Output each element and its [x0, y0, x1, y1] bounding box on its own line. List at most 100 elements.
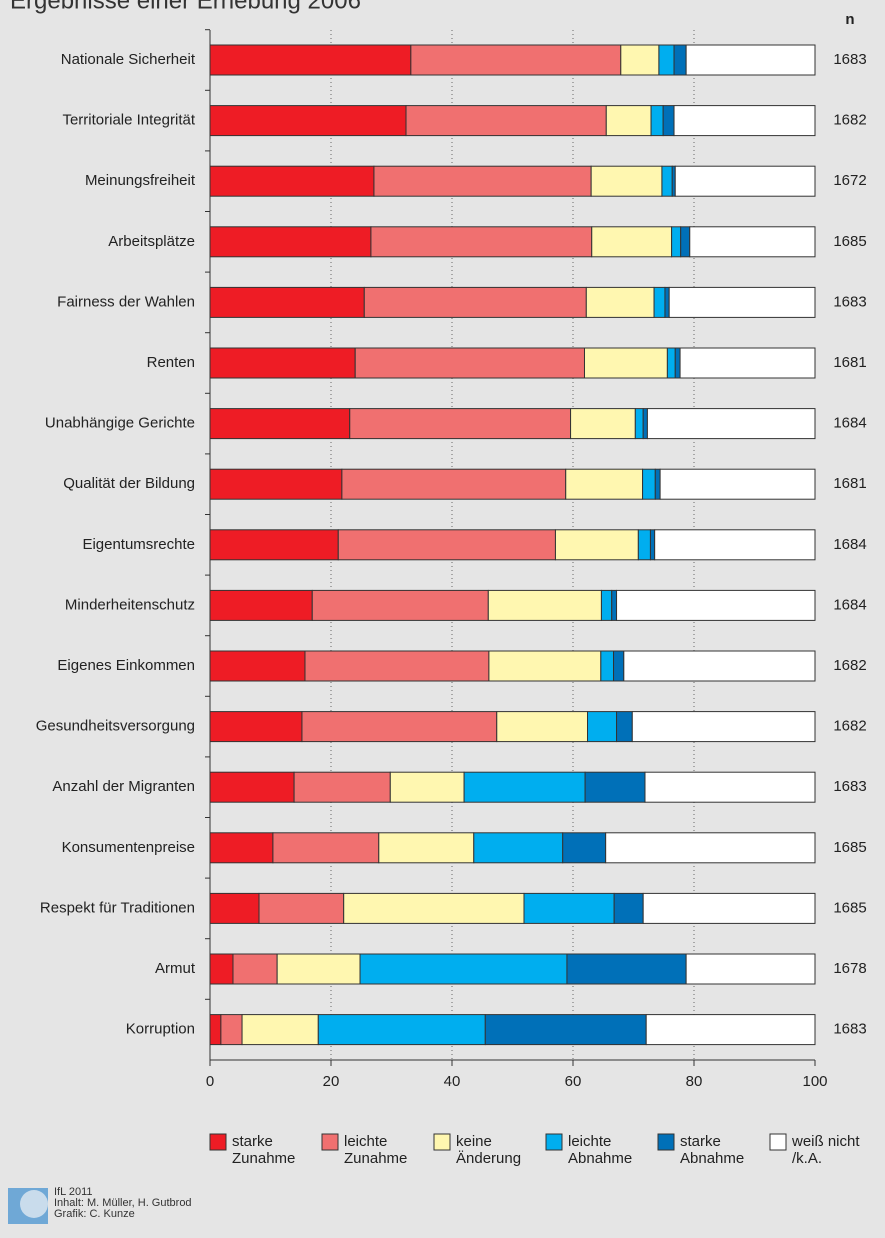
bar-segment	[685, 953, 816, 985]
bar-segment	[209, 44, 412, 76]
logo	[8, 1188, 48, 1224]
bar-segment	[373, 165, 592, 197]
bar-segment	[653, 286, 666, 318]
bar-segment	[637, 529, 651, 561]
n-label: 1672	[833, 172, 866, 189]
bar-segment	[562, 832, 607, 864]
legend-label: weiß nicht /k.A.	[792, 1133, 860, 1167]
bar-segment	[645, 1014, 816, 1046]
bar-segment	[554, 529, 639, 561]
y-tick-label: Armut	[155, 960, 196, 977]
bar-segment	[646, 408, 816, 440]
bar-segment	[664, 286, 670, 318]
y-tick-label: Minderheitenschutz	[65, 596, 195, 613]
bar-segment	[209, 1014, 222, 1046]
bar-segment	[359, 953, 568, 985]
bar-segment	[232, 953, 278, 985]
n-label: 1682	[833, 112, 866, 129]
bar-segment	[209, 832, 274, 864]
n-label: 1685	[833, 899, 866, 916]
bar-segment	[566, 953, 687, 985]
bar-segment	[600, 589, 613, 621]
n-label: 1684	[833, 596, 866, 613]
bar-segment	[220, 1014, 243, 1046]
bar-segment	[317, 1014, 486, 1046]
credit: Inhalt: M. Müller, H. Gutbrod	[54, 1197, 192, 1209]
legend-label: leichte Zunahme	[344, 1133, 408, 1167]
bar-segment	[585, 286, 655, 318]
bar-segment	[584, 771, 646, 803]
bar-segment	[689, 226, 816, 258]
bar-segment	[209, 650, 306, 682]
bar-segment	[583, 347, 668, 379]
bar-segment	[600, 650, 615, 682]
bar-segment	[685, 44, 816, 76]
n-label: 1685	[833, 233, 866, 250]
bar-segment	[473, 832, 564, 864]
bar-segment	[659, 468, 816, 500]
bar-segment	[674, 165, 816, 197]
bar-segment	[311, 589, 489, 621]
bar-segment	[674, 347, 681, 379]
bar-segment	[209, 589, 313, 621]
y-tick-label: Nationale Sicherheit	[61, 51, 196, 68]
bar-segment	[613, 650, 625, 682]
bar-segment	[631, 711, 816, 743]
bar-segment	[209, 892, 260, 924]
n-label: 1683	[833, 1021, 866, 1038]
legend-label: starke Abnahme	[680, 1133, 745, 1167]
y-tick-label: Fairness der Wahlen	[57, 293, 195, 310]
n-label: 1683	[833, 51, 866, 68]
bar-segment	[616, 711, 633, 743]
bar-segment	[209, 226, 372, 258]
y-tick-label: Anzahl der Migranten	[52, 778, 195, 795]
bar-segment	[654, 468, 661, 500]
legend-swatch	[657, 1133, 675, 1151]
x-tick-label: 40	[444, 1073, 461, 1090]
bar-segment	[605, 832, 816, 864]
n-label: 1685	[833, 839, 866, 856]
chart-title: Ergebnisse einer Erhebung 2006	[10, 0, 361, 14]
bar-segment	[209, 529, 339, 561]
legend-swatch	[209, 1133, 227, 1151]
bar-segment	[343, 892, 525, 924]
bar-segment	[590, 165, 663, 197]
bar-segment	[616, 589, 816, 621]
legend-swatch	[321, 1133, 339, 1151]
bar-segment	[642, 468, 656, 500]
n-label: 1683	[833, 293, 866, 310]
bar-segment	[209, 711, 303, 743]
legend-label: starke Zunahme	[232, 1133, 296, 1167]
bar-segment	[487, 589, 602, 621]
bar-segment	[644, 771, 816, 803]
bar-segment	[484, 1014, 647, 1046]
bar-segment	[341, 468, 567, 500]
bar-segment	[354, 347, 585, 379]
bar-segment	[209, 165, 375, 197]
bar-segment	[488, 650, 602, 682]
legend-label: keine Änderung	[456, 1133, 522, 1167]
y-tick-label: Respekt für Traditionen	[40, 899, 195, 916]
bar-segment	[605, 105, 652, 137]
y-tick-label: Renten	[147, 354, 195, 371]
bar-segment	[661, 165, 673, 197]
n-label: 1681	[833, 475, 866, 492]
legend-swatch	[545, 1133, 563, 1151]
bar-segment	[209, 105, 407, 137]
x-tick-label: 0	[206, 1073, 214, 1090]
bar-segment	[642, 892, 816, 924]
legend-swatch	[433, 1133, 451, 1151]
bar-segment	[634, 408, 644, 440]
bar-segment	[671, 226, 682, 258]
bar-segment	[649, 529, 656, 561]
bar-segment	[662, 105, 675, 137]
x-tick-label: 80	[686, 1073, 703, 1090]
y-tick-label: Meinungsfreiheit	[85, 172, 196, 189]
bar-segment	[293, 771, 391, 803]
y-tick-label: Konsumentenpreise	[62, 839, 195, 856]
bar-segment	[668, 286, 816, 318]
x-tick-label: 100	[802, 1073, 827, 1090]
n-label: 1678	[833, 960, 866, 977]
y-tick-label: Unabhängige Gerichte	[45, 415, 195, 432]
